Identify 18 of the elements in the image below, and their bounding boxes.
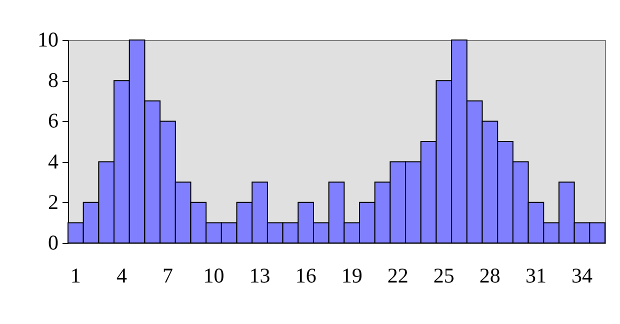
x-tick-label: 16 <box>295 264 316 288</box>
y-tick-label: 8 <box>48 68 58 92</box>
y-tick-label: 10 <box>38 28 58 52</box>
x-tick-label: 22 <box>387 264 408 288</box>
y-tick-label: 4 <box>48 149 59 174</box>
x-tick-label: 7 <box>162 264 173 288</box>
x-tick-label: 28 <box>479 264 500 288</box>
y-tick-label: 2 <box>48 190 58 214</box>
x-tick-label: 4 <box>116 264 128 288</box>
x-tick-label: 25 <box>433 264 454 288</box>
x-tick-label: 34 <box>571 264 593 288</box>
x-tick-label: 31 <box>525 264 546 288</box>
y-tick-label: 6 <box>48 108 58 133</box>
x-tick-label: 10 <box>203 264 224 288</box>
x-tick-label: 1 <box>70 264 81 288</box>
x-tick-label: 13 <box>249 264 270 288</box>
x-tick-label: 19 <box>341 264 362 288</box>
y-tick-label: 0 <box>48 230 58 254</box>
